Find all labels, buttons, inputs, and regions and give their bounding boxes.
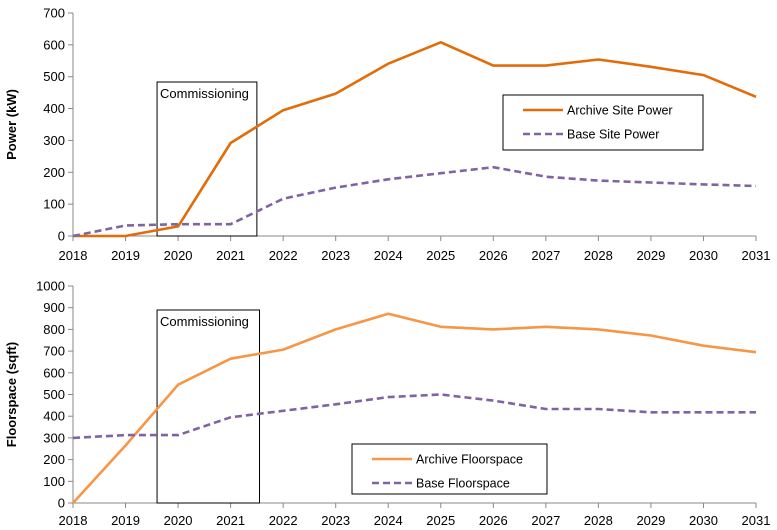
series-line-1 — [73, 40, 757, 238]
y-tick-label: 500 — [43, 69, 65, 84]
x-tick-label: 2020 — [164, 513, 193, 528]
legend: Archive Floorspace Base Floorspace — [351, 443, 548, 495]
y-tick-label: 0 — [58, 496, 65, 511]
x-tick-label: 2022 — [269, 248, 298, 263]
series-line-2 — [72, 165, 757, 238]
commissioning-label: Commissioning — [160, 314, 249, 329]
chart-2: 0 100 200 300 400 500 600 700 800 900 1000 2018 2019… — [4, 279, 770, 529]
y-tick-label: 400 — [43, 101, 65, 116]
y-tick-label: 700 — [43, 6, 65, 21]
y-tick-label: 0 — [58, 229, 65, 244]
x-tick-label: 2021 — [216, 248, 245, 263]
x-tick-label: 2025 — [426, 248, 455, 263]
commissioning-box — [156, 309, 261, 504]
x-tick-label: 2029 — [636, 513, 665, 528]
legend-box — [502, 94, 704, 151]
x-tick-label: 2024 — [374, 248, 403, 263]
y-tick-label: 100 — [43, 197, 65, 212]
y-tick-label: 200 — [43, 452, 65, 467]
series-line-1 — [72, 312, 757, 504]
y-tick-label: 300 — [43, 430, 65, 445]
x-tick-label: 2022 — [269, 513, 298, 528]
x-tick-label: 2023 — [321, 513, 350, 528]
x-tick-label: 2028 — [584, 513, 613, 528]
y-axis-label: Floorspace (sqft) — [4, 342, 19, 447]
legend-label: Archive Floorspace — [416, 453, 523, 467]
x-tick-label: 2020 — [164, 248, 193, 263]
legend: Archive Site Power Base Site Power — [502, 94, 704, 151]
y-axis-label: Power (kW) — [4, 89, 19, 160]
x-tick-label: 2027 — [531, 248, 560, 263]
y-tick-label: 800 — [43, 322, 65, 337]
x-tick-label: 2029 — [636, 248, 665, 263]
x-tick-label: 2028 — [584, 248, 613, 263]
x-tick-label: 2019 — [111, 248, 140, 263]
y-tick-label: 300 — [43, 133, 65, 148]
y-tick-label: 700 — [43, 344, 65, 359]
legend-label: Archive Site Power — [567, 104, 673, 118]
y-tick-label: 500 — [43, 387, 65, 402]
y-tick-label: 200 — [43, 165, 65, 180]
legend-label: Base Floorspace — [416, 477, 510, 491]
commissioning-label: Commissioning — [160, 86, 249, 101]
y-tick-label: 600 — [43, 365, 65, 380]
legend-box — [351, 443, 548, 495]
y-tick-label: 900 — [43, 300, 65, 315]
x-tick-label: 2030 — [689, 248, 718, 263]
y-tick-label: 400 — [43, 409, 65, 424]
x-tick-label: 2018 — [59, 248, 88, 263]
x-tick-label: 2031 — [742, 248, 771, 263]
x-tick-label: 2019 — [111, 513, 140, 528]
x-tick-label: 2021 — [216, 513, 245, 528]
x-tick-label: 2023 — [321, 248, 350, 263]
x-tick-label: 2026 — [479, 248, 508, 263]
y-tick-label: 100 — [43, 474, 65, 489]
commissioning-box — [156, 81, 258, 237]
x-tick-label: 2031 — [742, 513, 771, 528]
x-tick-label: 2025 — [426, 513, 455, 528]
legend-label: Base Site Power — [567, 128, 659, 142]
x-tick-label: 2027 — [531, 513, 560, 528]
series-line-2 — [72, 393, 756, 440]
chart-1: 0 100 200 300 400 500 600 700 2018 2019 2020 2021 20… — [4, 6, 770, 264]
x-tick-label: 2030 — [689, 513, 718, 528]
y-tick-label: 600 — [43, 37, 65, 52]
x-tick-label: 2024 — [374, 513, 403, 528]
x-tick-label: 2018 — [59, 513, 88, 528]
y-tick-label: 1000 — [36, 279, 65, 294]
x-tick-label: 2026 — [479, 513, 508, 528]
